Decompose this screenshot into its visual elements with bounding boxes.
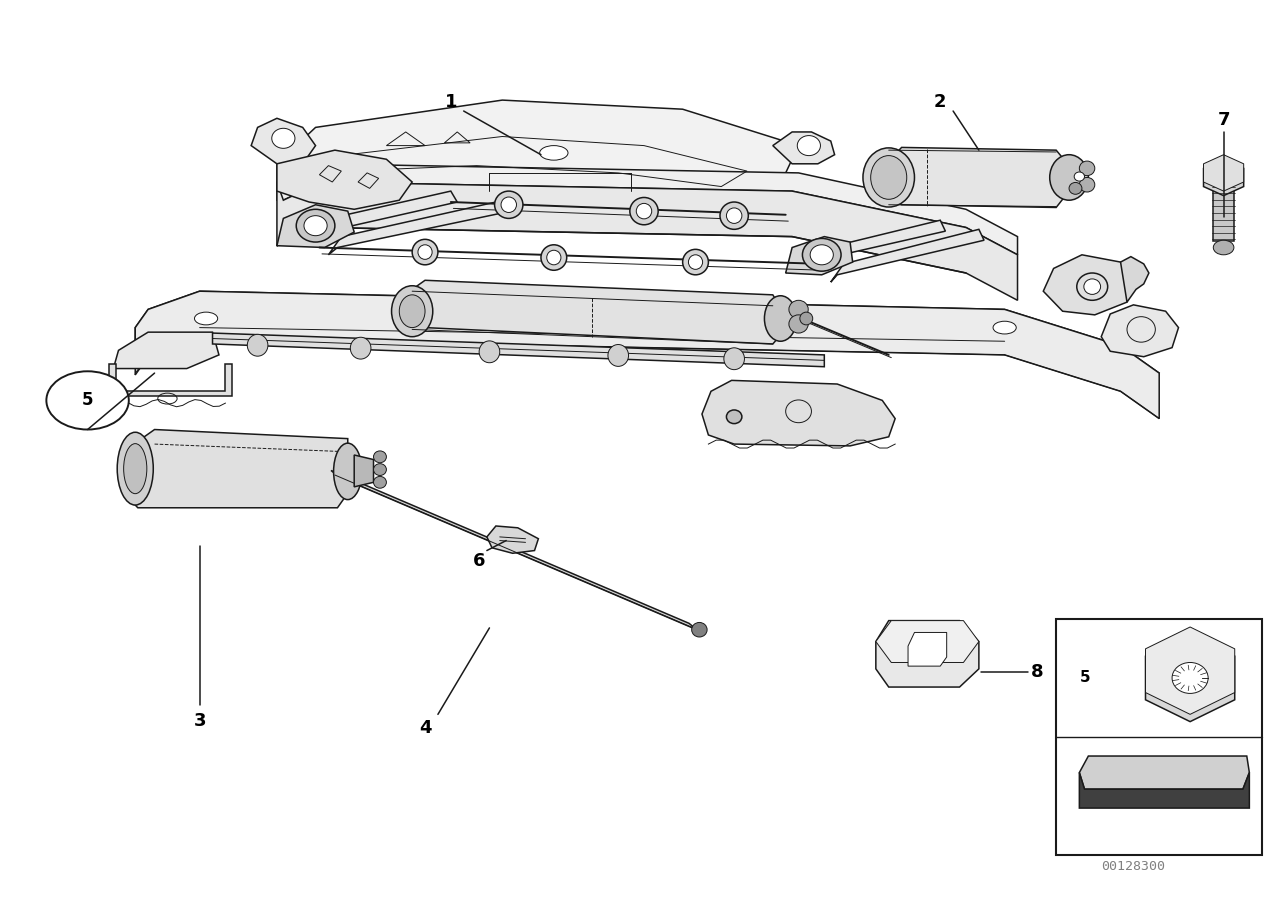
Polygon shape	[876, 147, 1069, 207]
Ellipse shape	[810, 245, 833, 265]
Polygon shape	[113, 332, 219, 369]
Ellipse shape	[1050, 155, 1088, 200]
Ellipse shape	[479, 341, 500, 363]
Polygon shape	[876, 621, 979, 687]
Ellipse shape	[802, 238, 841, 271]
Polygon shape	[786, 220, 945, 273]
Polygon shape	[277, 205, 354, 248]
Text: 4: 4	[419, 719, 431, 737]
Ellipse shape	[1074, 172, 1084, 181]
Polygon shape	[1213, 182, 1234, 241]
Polygon shape	[876, 621, 979, 662]
Polygon shape	[1101, 305, 1179, 357]
Ellipse shape	[630, 197, 658, 225]
Ellipse shape	[1079, 161, 1095, 176]
Ellipse shape	[788, 315, 808, 333]
Polygon shape	[277, 164, 1018, 255]
Ellipse shape	[863, 147, 914, 207]
Ellipse shape	[720, 202, 748, 229]
Ellipse shape	[1213, 240, 1234, 255]
Text: 5: 5	[82, 391, 93, 410]
Polygon shape	[831, 229, 984, 282]
Ellipse shape	[392, 286, 433, 337]
Polygon shape	[773, 132, 835, 164]
Ellipse shape	[374, 477, 386, 488]
Ellipse shape	[683, 249, 708, 275]
Ellipse shape	[1069, 182, 1082, 194]
Polygon shape	[399, 280, 783, 344]
Polygon shape	[135, 291, 1159, 391]
Polygon shape	[1043, 255, 1133, 315]
Ellipse shape	[412, 239, 438, 265]
Ellipse shape	[1172, 662, 1208, 693]
Ellipse shape	[374, 450, 386, 462]
Ellipse shape	[417, 245, 433, 259]
Ellipse shape	[608, 345, 629, 367]
Ellipse shape	[871, 156, 907, 199]
Ellipse shape	[1083, 278, 1100, 295]
Text: 00128300: 00128300	[1101, 860, 1166, 873]
Ellipse shape	[350, 338, 371, 359]
Polygon shape	[213, 333, 824, 367]
Text: 8: 8	[1030, 662, 1043, 681]
Polygon shape	[1079, 756, 1249, 789]
Polygon shape	[251, 118, 316, 164]
Ellipse shape	[495, 191, 523, 218]
Polygon shape	[277, 182, 1018, 300]
Polygon shape	[1121, 257, 1149, 302]
Polygon shape	[354, 455, 374, 487]
Ellipse shape	[993, 321, 1016, 334]
Ellipse shape	[540, 146, 568, 160]
Ellipse shape	[547, 250, 560, 265]
Polygon shape	[135, 291, 1159, 419]
Ellipse shape	[541, 245, 567, 270]
Ellipse shape	[726, 207, 742, 223]
Ellipse shape	[272, 128, 295, 148]
Ellipse shape	[501, 197, 516, 213]
Ellipse shape	[689, 255, 703, 269]
Polygon shape	[328, 202, 502, 255]
Polygon shape	[122, 430, 348, 508]
Ellipse shape	[692, 622, 707, 637]
Text: 3: 3	[193, 712, 206, 730]
Ellipse shape	[797, 136, 820, 156]
Ellipse shape	[726, 410, 742, 424]
Ellipse shape	[800, 312, 813, 325]
Polygon shape	[277, 191, 457, 246]
Ellipse shape	[636, 204, 652, 219]
Polygon shape	[277, 150, 412, 209]
Text: 7: 7	[1217, 111, 1230, 129]
Polygon shape	[908, 632, 947, 666]
Polygon shape	[1203, 159, 1244, 196]
Ellipse shape	[117, 432, 153, 505]
Polygon shape	[487, 526, 538, 553]
Ellipse shape	[124, 444, 147, 493]
Ellipse shape	[304, 216, 327, 236]
Ellipse shape	[374, 463, 386, 475]
Text: 5: 5	[1079, 671, 1090, 685]
Text: 2: 2	[934, 93, 947, 111]
Ellipse shape	[724, 348, 744, 369]
Polygon shape	[702, 380, 895, 446]
Polygon shape	[1145, 627, 1235, 714]
Polygon shape	[1079, 773, 1249, 808]
Polygon shape	[109, 364, 232, 396]
Text: 1: 1	[444, 93, 457, 111]
Polygon shape	[1145, 634, 1235, 722]
Ellipse shape	[764, 296, 796, 341]
Polygon shape	[1203, 155, 1244, 191]
Ellipse shape	[1079, 177, 1095, 192]
Ellipse shape	[296, 209, 335, 242]
Ellipse shape	[194, 312, 218, 325]
Polygon shape	[277, 100, 799, 191]
Circle shape	[46, 371, 129, 430]
Text: 6: 6	[473, 552, 486, 571]
Ellipse shape	[399, 295, 425, 328]
Ellipse shape	[788, 300, 808, 318]
Bar	[1056, 619, 1262, 855]
Polygon shape	[331, 470, 697, 630]
Ellipse shape	[247, 334, 268, 356]
Polygon shape	[786, 237, 853, 275]
Ellipse shape	[334, 443, 362, 500]
